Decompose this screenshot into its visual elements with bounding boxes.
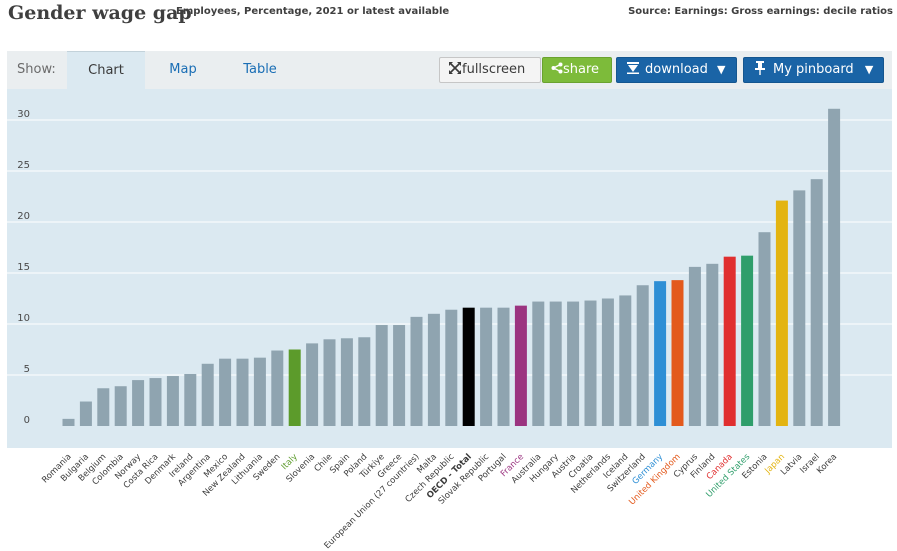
bar-korea[interactable] [828, 108, 841, 426]
bar-cyprus[interactable] [688, 266, 701, 426]
bar-slovak-republic[interactable] [480, 307, 493, 426]
bar-malta[interactable] [427, 313, 440, 426]
bar-t-rkiye[interactable] [375, 325, 388, 426]
bar-croatia[interactable] [584, 300, 597, 426]
chart-subtitle: Employees, Percentage, 2021 or latest av… [176, 6, 450, 17]
bar-greece[interactable] [393, 325, 406, 426]
download-icon [627, 62, 639, 74]
bar-denmark[interactable] [166, 376, 179, 426]
y-tick-label: 20 [17, 211, 30, 222]
bar-netherlands[interactable] [601, 298, 614, 427]
bar-iceland[interactable] [619, 295, 632, 426]
tab-chart[interactable]: Chart [67, 51, 145, 89]
y-tick-label: 15 [17, 262, 30, 273]
tab-table[interactable]: Table [243, 62, 277, 77]
y-tick-label: 0 [24, 415, 30, 426]
bar-israel[interactable] [810, 179, 823, 426]
tab-map[interactable]: Map [169, 62, 197, 77]
bar-united-states[interactable] [741, 255, 754, 426]
bar-bulgaria[interactable] [79, 401, 92, 426]
bar-colombia[interactable] [114, 386, 127, 426]
chart-source: Source: Earnings: Gross earnings: decile… [628, 6, 893, 17]
bar-slovenia[interactable] [306, 343, 319, 426]
bar-poland[interactable] [358, 337, 371, 426]
bar-oecd-total[interactable] [462, 307, 475, 426]
bar-romania[interactable] [62, 418, 75, 426]
bar-ireland[interactable] [184, 373, 197, 426]
show-label: Show: [17, 62, 56, 77]
x-tick-label: Korea [815, 452, 839, 476]
bar-portugal[interactable] [497, 307, 510, 426]
bar-japan[interactable] [775, 200, 788, 426]
bar-sweden[interactable] [271, 350, 284, 426]
bar-norway[interactable] [132, 380, 145, 426]
bar-australia[interactable] [532, 301, 545, 426]
bar-austria[interactable] [567, 301, 580, 426]
bar-canada[interactable] [723, 256, 736, 426]
y-tick-label: 10 [17, 313, 30, 324]
bar-france[interactable] [514, 305, 527, 426]
bar-estonia[interactable] [758, 232, 771, 426]
bar-united-kingdom[interactable] [671, 280, 684, 426]
y-tick-label: 30 [17, 109, 30, 120]
bar-costa-rica[interactable] [149, 378, 162, 426]
bar-switzerland[interactable] [636, 285, 649, 426]
bar-new-zealand[interactable] [236, 358, 249, 426]
bar-belgium[interactable] [97, 388, 110, 426]
y-tick-label: 5 [24, 364, 30, 375]
y-tick-label: 25 [17, 160, 30, 171]
pin-icon [755, 61, 765, 75]
bar-latvia[interactable] [793, 190, 806, 426]
bar-czech-republic[interactable] [445, 309, 458, 426]
fullscreen-icon [449, 62, 461, 74]
bar-hungary[interactable] [549, 301, 562, 426]
bar-lithuania[interactable] [253, 357, 266, 426]
share-icon [551, 62, 563, 74]
bar-finland[interactable] [706, 263, 719, 426]
bar-chile[interactable] [323, 339, 336, 426]
chart-title: Gender wage gap [8, 2, 192, 24]
bar-argentina[interactable] [201, 363, 214, 426]
bar-mexico[interactable] [219, 358, 232, 426]
bar-italy[interactable] [288, 349, 301, 427]
bar-spain[interactable] [340, 338, 353, 426]
bar-european-union-27-countries[interactable] [410, 316, 423, 426]
bar-germany[interactable] [654, 281, 667, 426]
